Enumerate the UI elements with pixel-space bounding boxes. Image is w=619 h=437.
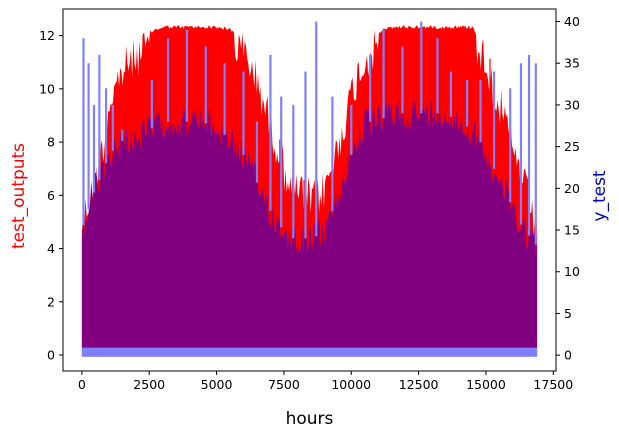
- left-y-tick-label: 6: [47, 188, 55, 203]
- series-bands: [81, 21, 538, 357]
- left-y-tick-label: 10: [39, 81, 55, 96]
- x-tick-label: 12500: [399, 377, 439, 392]
- left-y-tick-label: 12: [39, 28, 55, 43]
- right-y-tick-label: 10: [564, 264, 580, 279]
- right-y-tick-label: 20: [564, 181, 580, 196]
- left-y-tick-label: 8: [47, 135, 55, 150]
- right-y-tick-label: 25: [564, 139, 580, 154]
- x-tick-label: 10000: [331, 377, 371, 392]
- left-y-axis-ticks: 0 2 4 6 8 10 12: [39, 28, 63, 363]
- right-y-tick-label: 40: [564, 14, 580, 29]
- series-y-test-band: [81, 99, 538, 356]
- left-y-tick-label: 0: [47, 348, 55, 363]
- right-y-axis-ticks: 0 5 10 15 20 25 30 35 40: [556, 14, 580, 363]
- x-tick-label: 15000: [466, 377, 506, 392]
- x-tick-label: 2500: [133, 377, 165, 392]
- right-y-tick-label: 35: [564, 56, 580, 71]
- x-tick-label: 7500: [268, 377, 300, 392]
- series-y-test-baseline: [81, 347, 538, 357]
- left-y-axis-title: test_outputs: [9, 143, 29, 249]
- x-tick-label: 5000: [201, 377, 233, 392]
- plot-frame: [62, 8, 557, 372]
- x-axis-title: hours: [286, 409, 334, 429]
- right-y-tick-label: 30: [564, 97, 580, 112]
- right-y-tick-label: 5: [564, 306, 572, 321]
- left-y-tick-label: 4: [47, 241, 55, 256]
- right-y-axis-title: y_test: [590, 170, 610, 222]
- x-axis-ticks: 0 2500 5000 7500 10000 12500 15000 17500: [78, 371, 573, 392]
- right-y-tick-label: 15: [564, 223, 580, 238]
- x-tick-label: 0: [78, 377, 86, 392]
- right-y-tick-label: 0: [564, 348, 572, 363]
- left-y-tick-label: 2: [47, 294, 55, 309]
- x-tick-label: 17500: [533, 377, 573, 392]
